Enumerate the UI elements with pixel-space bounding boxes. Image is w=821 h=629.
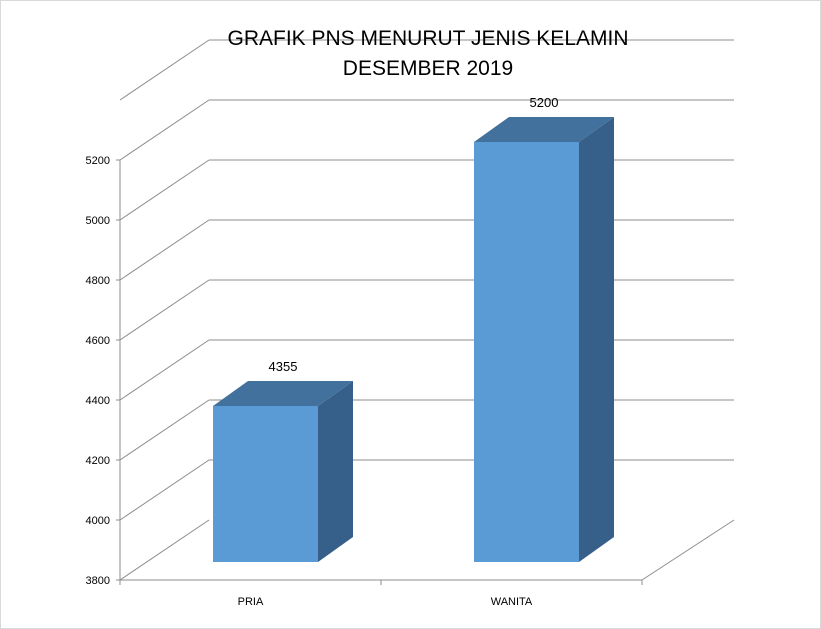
floor-edge <box>641 519 735 581</box>
gridline-diagonal <box>119 519 210 581</box>
bar-top <box>474 117 614 142</box>
gridline-diagonal <box>119 339 210 401</box>
x-tick-label: WANITA <box>491 596 533 608</box>
gridline-diagonal <box>119 279 210 341</box>
y-tick-label: 3800 <box>86 575 110 587</box>
gridline-diagonal <box>119 219 210 281</box>
bar-side <box>579 117 614 562</box>
chart-title: GRAFIK PNS MENURUT JENIS KELAMIN <box>227 27 628 50</box>
y-tick-label: 4800 <box>86 275 110 287</box>
data-label: 4355 <box>269 359 298 374</box>
chart-subtitle: DESEMBER 2019 <box>343 57 513 80</box>
bars <box>213 117 614 562</box>
bar <box>213 381 353 562</box>
y-tick-label: 4200 <box>86 455 110 467</box>
y-tick-label: 5000 <box>86 215 110 227</box>
x-tick-label: PRIA <box>238 596 264 608</box>
bar-front <box>474 142 579 562</box>
y-tick-label: 4600 <box>86 335 110 347</box>
y-tick-label: 5200 <box>86 155 110 167</box>
y-tick-label: 4400 <box>86 395 110 407</box>
axes <box>116 159 735 585</box>
gridline-diagonal <box>119 99 210 161</box>
gridline-diagonal <box>119 399 210 461</box>
bar <box>474 117 614 562</box>
gridlines <box>119 39 734 581</box>
gridline-diagonal <box>119 459 210 521</box>
data-label: 5200 <box>530 95 559 110</box>
bar-side <box>318 381 353 562</box>
bar-top <box>213 381 353 406</box>
y-tick-label: 4000 <box>86 515 110 527</box>
bar-front <box>213 406 318 562</box>
labels: 3800 4000 4200 4400 4600 4800 5000 5200 4355 PRIA… <box>86 95 559 608</box>
gridline-diagonal <box>119 159 210 221</box>
gridline-diagonal <box>119 39 210 101</box>
